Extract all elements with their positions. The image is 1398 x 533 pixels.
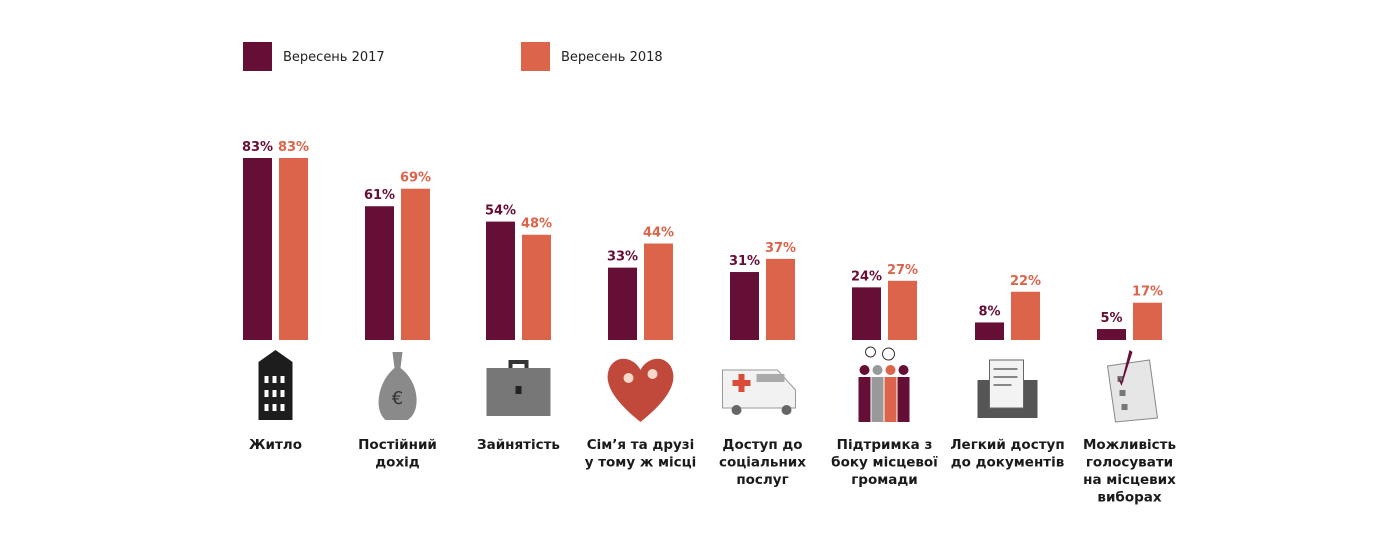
data-label: 33% <box>607 250 638 265</box>
bar <box>766 258 795 340</box>
data-label: 22% <box>1010 274 1041 289</box>
category-label: соціальних <box>719 455 806 471</box>
data-label: 31% <box>729 254 760 269</box>
legend-swatch <box>243 42 272 71</box>
bar <box>1011 291 1040 340</box>
data-label: 44% <box>643 226 674 241</box>
data-label: 17% <box>1132 285 1163 300</box>
bar <box>401 188 430 340</box>
category-label: на місцевих <box>1083 472 1176 488</box>
category-label: Легкий доступ <box>950 437 1064 453</box>
briefcase-icon <box>486 360 551 416</box>
data-label: 83% <box>278 140 309 155</box>
legend-swatch <box>521 42 550 71</box>
bar <box>365 206 394 340</box>
legend-label: Вересень 2018 <box>561 50 663 65</box>
category-label: Житло <box>249 437 302 453</box>
bar <box>486 221 515 340</box>
bar <box>608 267 637 340</box>
community-people-icon <box>858 346 910 422</box>
category-label: послуг <box>736 472 788 488</box>
svg-text:€: € <box>392 388 403 409</box>
category-label: Доступ до <box>722 437 802 453</box>
ballot-icon <box>1106 350 1159 423</box>
bar <box>279 158 308 340</box>
category-label: Підтримка з <box>837 437 933 453</box>
documents-folder-icon <box>977 359 1038 418</box>
data-label: 54% <box>485 204 516 219</box>
category-label: громади <box>851 472 918 488</box>
data-label: 61% <box>364 188 395 203</box>
ambulance-icon <box>722 369 796 415</box>
legend-label: Вересень 2017 <box>283 50 385 65</box>
category-label: до документів <box>951 455 1065 471</box>
bar <box>644 243 673 340</box>
house-icon <box>258 350 293 420</box>
money-bag-icon: € <box>378 352 417 420</box>
data-label: 8% <box>978 304 1000 319</box>
bar <box>730 272 759 340</box>
category-label: Зайнятість <box>477 437 560 453</box>
data-label: 27% <box>887 263 918 278</box>
category-label: у тому ж місці <box>585 455 697 471</box>
category-label: Можливість <box>1083 437 1176 453</box>
category-label: боку місцевої <box>831 455 938 471</box>
data-label: 5% <box>1100 311 1122 326</box>
bar <box>852 287 881 340</box>
category-label: Постійний <box>358 437 437 453</box>
data-label: 37% <box>765 241 796 256</box>
bar <box>975 322 1004 340</box>
data-label: 69% <box>400 171 431 186</box>
data-label: 24% <box>851 269 882 284</box>
category-label: дохід <box>375 455 420 471</box>
data-label: 83% <box>242 140 273 155</box>
bar <box>243 158 272 340</box>
category-label: голосувати <box>1086 455 1173 471</box>
bar <box>888 280 917 340</box>
heart-family-icon <box>607 358 674 422</box>
data-label: 48% <box>521 217 552 232</box>
bar <box>1133 302 1162 340</box>
category-label: Сім’я та друзі <box>587 437 695 453</box>
bar <box>522 234 551 340</box>
bar <box>1097 329 1126 340</box>
category-label: виборах <box>1097 490 1161 506</box>
